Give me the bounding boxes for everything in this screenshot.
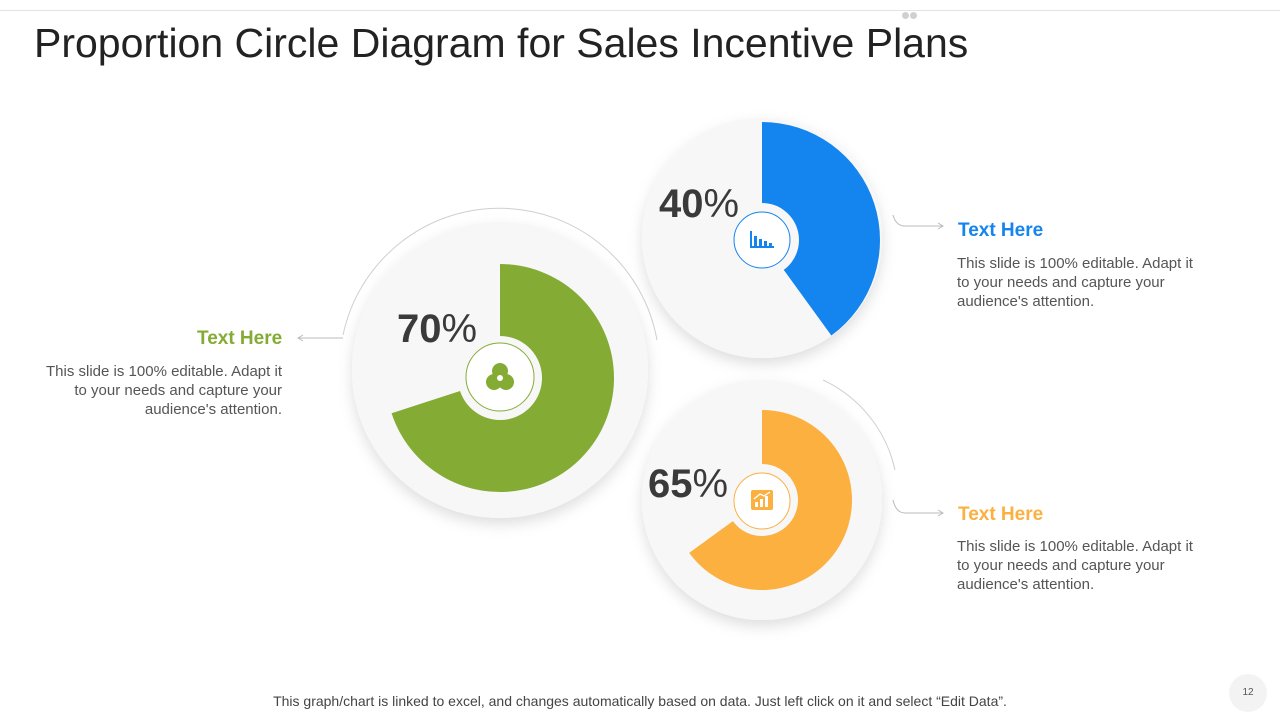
- circle-green: [352, 222, 648, 518]
- percent-label-orange: 65%: [648, 462, 729, 506]
- green-description: This slide is 100% editable. Adapt it to…: [46, 363, 282, 418]
- footer-note: This graph/chart is linked to excel, and…: [273, 693, 1007, 709]
- arc-blue: [762, 122, 880, 336]
- page-title: Proportion Circle Diagram for Sales Ince…: [34, 20, 969, 66]
- page-number: 12: [1229, 674, 1267, 712]
- arc-orange: [689, 410, 852, 591]
- connector-orange: [892, 499, 944, 517]
- connector-green: [297, 334, 343, 342]
- circle-orange: [642, 380, 882, 620]
- bar-chart-icon: [750, 231, 774, 248]
- orange-heading: Text Here: [958, 504, 1044, 525]
- orange-description: This slide is 100% editable. Adapt it to…: [957, 538, 1193, 593]
- percent-label-blue: 40%: [659, 182, 740, 226]
- blue-description: This slide is 100% editable. Adapt it to…: [957, 255, 1193, 310]
- decor-arc-orange: [822, 379, 896, 471]
- arc-green: [391, 264, 614, 492]
- connector-blue: [892, 214, 944, 230]
- growth-chart-icon: [751, 490, 773, 510]
- green-heading: Text Here: [197, 328, 283, 349]
- blue-heading: Text Here: [958, 220, 1044, 241]
- circle-blue: [642, 118, 882, 358]
- top-dots: [902, 6, 918, 19]
- decor-arc-green: [342, 207, 658, 341]
- top-divider: [0, 10, 1280, 11]
- percent-label-green: 70%: [397, 307, 478, 351]
- venn-icon: [486, 363, 514, 390]
